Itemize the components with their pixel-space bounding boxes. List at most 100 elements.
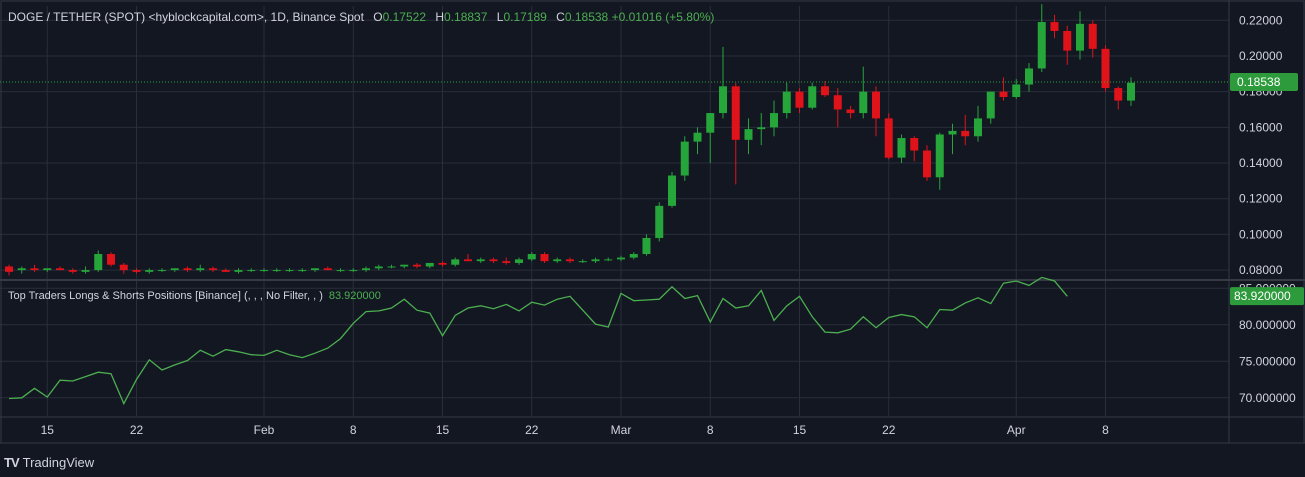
- indicator-title: Top Traders Longs & Shorts Positions [Bi…: [8, 290, 323, 302]
- candle: [1076, 11, 1084, 60]
- candle: [183, 266, 192, 272]
- candle-body: [311, 268, 319, 271]
- last-price-tag: [1230, 73, 1298, 92]
- candle-body: [1088, 23, 1097, 49]
- price-tick-label: 0.10000: [1239, 227, 1283, 241]
- candle-body: [872, 91, 880, 119]
- price-tick-label: 0.20000: [1239, 49, 1283, 63]
- candle: [655, 202, 664, 242]
- candle-body: [362, 268, 370, 271]
- candle: [425, 262, 434, 269]
- candle: [591, 257, 600, 263]
- candle-body: [260, 270, 268, 272]
- candle: [770, 100, 778, 137]
- indicator-value-label: 83.920000: [1234, 289, 1291, 303]
- indicator-tick-label: 70.000000: [1239, 391, 1296, 405]
- candle-body: [234, 270, 243, 272]
- candle: [719, 47, 727, 119]
- candle: [680, 136, 689, 181]
- candle: [540, 252, 549, 263]
- low-value: 0.17189: [503, 10, 547, 24]
- candle: [68, 268, 77, 274]
- candle: [578, 259, 587, 263]
- price-tick-label: 0.16000: [1239, 120, 1283, 134]
- candle-body: [629, 254, 638, 258]
- last-price-label: 0.18538: [1237, 75, 1281, 89]
- candle: [119, 262, 128, 274]
- candle: [323, 266, 332, 271]
- candle-body: [489, 259, 498, 262]
- close-value: 0.18538: [564, 10, 609, 24]
- candle: [821, 80, 829, 97]
- symbol-title: DOGE / TETHER (SPOT) <hyblockcapital.com…: [8, 10, 364, 24]
- candle: [260, 268, 268, 272]
- candle: [961, 114, 970, 146]
- candle-body: [744, 129, 753, 140]
- candle: [553, 257, 562, 263]
- candle: [1025, 63, 1033, 92]
- candle-body: [986, 91, 995, 119]
- candle: [94, 250, 103, 272]
- candle: [464, 254, 472, 262]
- candle-body: [897, 138, 906, 158]
- candle: [1050, 14, 1059, 39]
- candle-body: [782, 91, 791, 114]
- candle-body: [1037, 22, 1046, 69]
- candle: [744, 118, 753, 155]
- brand-name: TradingView: [22, 455, 95, 470]
- candle-body: [604, 259, 613, 261]
- candle: [846, 105, 855, 119]
- candle: [311, 268, 319, 272]
- candle: [642, 234, 651, 256]
- indicator-value-tag: [1230, 287, 1304, 306]
- candle: [986, 91, 995, 124]
- candle-body: [145, 270, 154, 272]
- open-value: 0.17522: [382, 10, 426, 24]
- candle-body: [209, 268, 217, 271]
- time-tick-label: Feb: [254, 423, 275, 437]
- candle-body: [566, 259, 574, 262]
- candle-body: [1114, 88, 1123, 101]
- candle-body: [1076, 23, 1084, 51]
- candle: [1012, 79, 1021, 99]
- candle: [1088, 20, 1097, 58]
- candle-body: [400, 264, 409, 267]
- time-axis: 15 22 Feb 8 15 22 Mar 8 15 22 Apr 8: [41, 423, 1110, 437]
- candle-body: [884, 118, 893, 158]
- close-label: C: [556, 10, 565, 24]
- candles: [5, 4, 1135, 276]
- candle-body: [642, 237, 651, 255]
- candle: [1101, 45, 1110, 92]
- candle-body: [56, 268, 64, 271]
- candle: [693, 127, 702, 155]
- candle-body: [757, 127, 766, 130]
- candle: [489, 257, 498, 263]
- time-tick-label: 15: [793, 423, 807, 437]
- candle-body: [527, 254, 536, 260]
- candle: [413, 262, 421, 269]
- time-tick-label: 15: [436, 423, 450, 437]
- candle-body: [948, 130, 957, 135]
- candle-body: [515, 259, 523, 263]
- candle: [400, 264, 409, 269]
- candle-body: [285, 270, 294, 272]
- candle: [30, 264, 39, 272]
- candle-body: [833, 95, 842, 110]
- price-tick-label: 0.08000: [1239, 263, 1283, 277]
- candle-body: [221, 270, 230, 272]
- time-tick-label: 22: [525, 423, 539, 437]
- candle: [923, 145, 931, 181]
- candle: [451, 257, 460, 267]
- candle: [209, 266, 217, 272]
- candle: [387, 264, 396, 269]
- candle-body: [706, 113, 715, 133]
- time-tick-label: Apr: [1007, 423, 1026, 437]
- brand[interactable]: TV TradingView: [4, 455, 94, 470]
- indicator-tick-label: 80.000000: [1239, 318, 1296, 332]
- candle-body: [961, 130, 970, 137]
- candle-body: [974, 118, 982, 137]
- indicator-tick-label: 75.000000: [1239, 354, 1296, 368]
- candle: [81, 266, 90, 274]
